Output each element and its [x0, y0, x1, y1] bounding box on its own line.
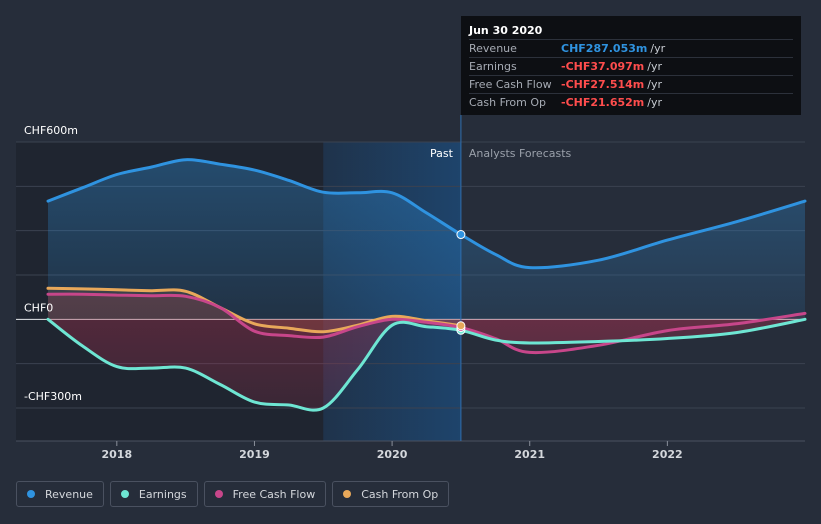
x-tick-label: 2019 [239, 448, 270, 461]
revenue-line [46, 158, 807, 270]
legend-label: Revenue [45, 487, 93, 501]
legend-item-cash-from-op[interactable]: Cash From Op [332, 481, 450, 507]
y-axis-label: CHF0 [24, 301, 53, 314]
legend-label: Earnings [138, 487, 187, 501]
tooltip-date: Jun 30 2020 [469, 24, 543, 37]
tooltip-unit: /yr [647, 96, 663, 109]
earnings-line [46, 317, 807, 412]
legend-label: Free Cash Flow [232, 487, 316, 501]
tooltip-value: -CHF21.652m [561, 96, 645, 109]
legend-dot-icon [27, 490, 35, 498]
tooltip-label: Earnings [469, 60, 517, 73]
legend-label: Cash From Op [361, 487, 439, 501]
tooltip-label: Free Cash Flow [469, 78, 552, 91]
tooltip-unit: /yr [647, 78, 663, 91]
cash-from-op-marker [456, 321, 466, 331]
revenue-area [48, 159, 805, 320]
y-axis-label: CHF600m [24, 124, 78, 137]
tooltip-label: Revenue [469, 42, 517, 55]
tooltip-value: -CHF37.097m [561, 60, 645, 73]
legend-item-earnings[interactable]: Earnings [109, 481, 198, 507]
x-tick-label: 2022 [652, 448, 683, 461]
tooltip-row: Cash From Op -CHF21.652m/yr [469, 93, 793, 111]
forecast-label: Analysts Forecasts [469, 147, 572, 160]
tooltip-unit: /yr [647, 60, 663, 73]
tooltip-value: -CHF27.514m [561, 78, 645, 91]
x-tick-label: 2021 [514, 448, 545, 461]
legend-item-free-cash-flow[interactable]: Free Cash Flow [203, 481, 327, 507]
cash-from-op-line [46, 286, 463, 334]
cash-from-op-area [48, 288, 461, 332]
revenue-marker [456, 230, 466, 240]
free-cash-flow-area [48, 294, 805, 353]
legend-item-revenue[interactable]: Revenue [16, 481, 104, 507]
x-tick-label: 2020 [377, 448, 408, 461]
legend-dot-icon [214, 490, 223, 498]
tooltip-label: Cash From Op [469, 96, 547, 109]
tooltip-row: Free Cash Flow -CHF27.514m/yr [469, 75, 793, 93]
tooltip-unit: /yr [650, 42, 666, 55]
tooltip-row: Earnings -CHF37.097m/yr [469, 57, 793, 75]
earnings-area [48, 319, 805, 411]
past-label: Past [430, 147, 454, 160]
tooltip-value: CHF287.053m [561, 42, 648, 55]
legend-dot-icon [343, 490, 352, 498]
y-axis-label: -CHF300m [24, 390, 82, 403]
free-cash-flow-line [46, 292, 807, 355]
tooltip-row: Revenue CHF287.053m/yr [469, 39, 793, 57]
data-tooltip: Jun 30 2020 Revenue CHF287.053m/yr Earning… [461, 16, 801, 115]
x-tick-label: 2018 [102, 448, 133, 461]
legend-dot-icon [120, 490, 129, 498]
legend: Revenue Earnings Free Cash Flow Cash From O… [16, 481, 450, 507]
